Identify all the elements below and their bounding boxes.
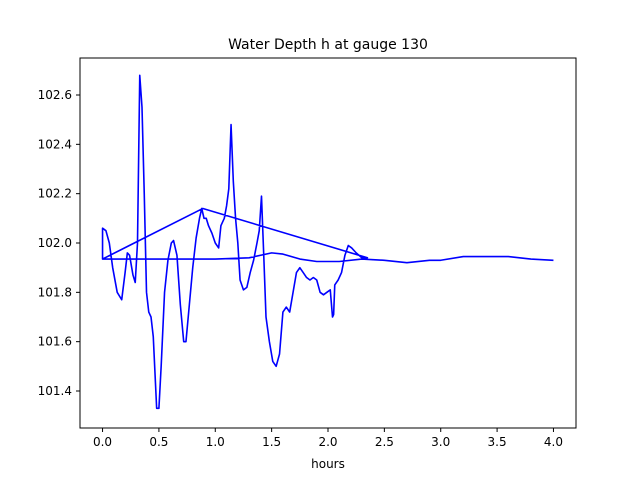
- chart-title: Water Depth h at gauge 130: [228, 37, 428, 53]
- x-tick-label: 4.0: [544, 435, 563, 449]
- y-axis-ticks: 101.4 101.6 101.8 102.0 102.2 102.4 102.6: [38, 88, 80, 398]
- y-tick-label: 102.6: [38, 88, 72, 102]
- y-tick-label: 101.6: [38, 335, 72, 349]
- x-tick-label: 1.5: [262, 435, 281, 449]
- x-tick-label: 1.0: [206, 435, 225, 449]
- x-axis-label: hours: [311, 457, 345, 471]
- y-tick-label: 102.0: [38, 236, 72, 250]
- y-tick-label: 101.4: [38, 384, 72, 398]
- x-tick-label: 3.5: [488, 435, 507, 449]
- series-layer: [101, 74, 554, 410]
- y-tick-label: 102.2: [38, 187, 72, 201]
- series-line: [101, 74, 554, 410]
- y-tick-label: 102.4: [38, 137, 72, 151]
- x-tick-label: 0.5: [149, 435, 168, 449]
- x-tick-label: 0.0: [93, 435, 112, 449]
- y-tick-label: 101.8: [38, 285, 72, 299]
- x-axis-ticks: 0.0 0.5 1.0 1.5 2.0 2.5 3.0 3.5 4.0: [93, 428, 563, 449]
- x-tick-label: 3.0: [431, 435, 450, 449]
- x-tick-label: 2.0: [318, 435, 337, 449]
- x-tick-label: 2.5: [375, 435, 394, 449]
